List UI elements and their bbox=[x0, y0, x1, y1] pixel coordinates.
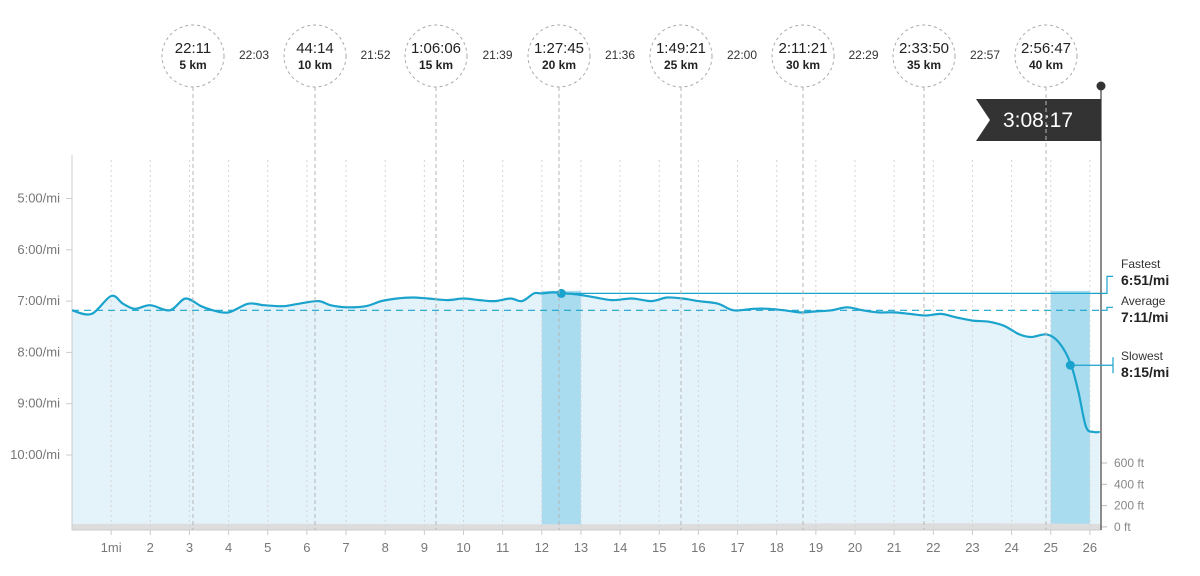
split-time: 1:27:45 bbox=[534, 40, 584, 57]
x-tick-label: 6 bbox=[303, 540, 310, 555]
x-tick-label: 25 bbox=[1044, 540, 1058, 555]
x-tick-label: 10 bbox=[456, 540, 470, 555]
fastest-value: 6:51/mi bbox=[1121, 272, 1169, 288]
split-distance: 10 km bbox=[298, 58, 332, 72]
split-gap-time: 22:57 bbox=[970, 48, 1000, 62]
slowest-value: 8:15/mi bbox=[1121, 364, 1169, 380]
x-tick-label: 26 bbox=[1083, 540, 1097, 555]
x-tick-label: 12 bbox=[535, 540, 549, 555]
elevation-tick-label: 200 ft bbox=[1114, 499, 1145, 513]
split-time: 1:49:21 bbox=[656, 40, 706, 57]
split-distance: 20 km bbox=[542, 58, 576, 72]
x-tick-label: 9 bbox=[421, 540, 428, 555]
split-gap-time: 21:36 bbox=[605, 48, 635, 62]
split-time: 44:14 bbox=[296, 40, 334, 57]
elevation-tick-label: 600 ft bbox=[1114, 456, 1145, 470]
split-time: 2:33:50 bbox=[899, 40, 949, 57]
finish-pole-knob bbox=[1096, 81, 1106, 91]
fastest-label: Fastest bbox=[1121, 257, 1161, 271]
split-circle bbox=[404, 24, 468, 88]
split-time: 22:11 bbox=[175, 40, 211, 57]
split-distance: 5 km bbox=[179, 58, 206, 72]
y-tick-label: 9:00/mi bbox=[17, 396, 60, 411]
x-tick-label: 1mi bbox=[101, 540, 122, 555]
split-distance: 35 km bbox=[907, 58, 941, 72]
x-tick-label: 18 bbox=[769, 540, 783, 555]
split-time: 2:56:47 bbox=[1021, 40, 1071, 57]
split-gap-time: 22:29 bbox=[848, 48, 878, 62]
y-tick-label: 8:00/mi bbox=[17, 344, 60, 359]
split-circle bbox=[649, 24, 713, 88]
finish-time: 3:08:17 bbox=[1003, 109, 1073, 132]
fastest-bracket bbox=[1101, 275, 1113, 295]
pace-line bbox=[71, 291, 1100, 434]
average-value: 7:11/mi bbox=[1121, 309, 1168, 325]
x-tick-label: 16 bbox=[691, 540, 705, 555]
split-circle bbox=[161, 24, 225, 88]
highlight-mile-band bbox=[541, 290, 581, 530]
average-label: Average bbox=[1121, 294, 1166, 308]
x-tick-label: 20 bbox=[848, 540, 862, 555]
fastest-marker bbox=[556, 288, 566, 298]
x-tick-label: 8 bbox=[382, 540, 389, 555]
x-tick-label: 19 bbox=[809, 540, 823, 555]
x-tick-label: 11 bbox=[496, 540, 510, 555]
y-tick-label: 10:00/mi bbox=[10, 447, 60, 462]
split-distance: 15 km bbox=[419, 58, 453, 72]
x-tick-label: 3 bbox=[186, 540, 193, 555]
x-tick-label: 14 bbox=[613, 540, 627, 555]
highlight-mile-band bbox=[1050, 290, 1090, 530]
y-tick-label: 6:00/mi bbox=[17, 242, 60, 257]
finish-flag bbox=[976, 99, 1101, 141]
split-circle bbox=[1014, 24, 1078, 88]
x-tick-label: 24 bbox=[1004, 540, 1018, 555]
slowest-label: Slowest bbox=[1121, 349, 1164, 363]
split-gap-time: 21:39 bbox=[482, 48, 512, 62]
x-tick-label: 21 bbox=[887, 540, 901, 555]
elevation-profile bbox=[72, 523, 1101, 530]
x-tick-label: 15 bbox=[652, 540, 666, 555]
split-circle bbox=[283, 24, 347, 88]
y-tick-label: 7:00/mi bbox=[17, 293, 60, 308]
split-circle bbox=[771, 24, 835, 88]
x-tick-label: 4 bbox=[225, 540, 232, 555]
split-gap-time: 21:52 bbox=[360, 48, 390, 62]
split-circle bbox=[892, 24, 956, 88]
x-tick-label: 22 bbox=[926, 540, 940, 555]
x-tick-label: 17 bbox=[730, 540, 744, 555]
split-distance: 25 km bbox=[664, 58, 698, 72]
x-tick-label: 7 bbox=[342, 540, 349, 555]
split-time: 1:06:06 bbox=[411, 40, 461, 57]
elevation-tick-label: 0 ft bbox=[1114, 520, 1131, 534]
split-gap-time: 22:03 bbox=[239, 48, 269, 62]
split-gap-time: 22:00 bbox=[727, 48, 757, 62]
pace-area-fill bbox=[72, 292, 1100, 530]
split-distance: 30 km bbox=[786, 58, 820, 72]
split-distance: 40 km bbox=[1029, 58, 1063, 72]
split-time: 2:11:21 bbox=[779, 40, 828, 57]
x-tick-label: 5 bbox=[264, 540, 271, 555]
average-bracket bbox=[1101, 306, 1113, 311]
y-tick-label: 5:00/mi bbox=[17, 191, 60, 206]
x-tick-label: 13 bbox=[574, 540, 588, 555]
elevation-tick-label: 400 ft bbox=[1114, 477, 1145, 491]
x-tick-label: 2 bbox=[147, 540, 154, 555]
x-tick-label: 23 bbox=[965, 540, 979, 555]
split-circle bbox=[527, 24, 591, 88]
